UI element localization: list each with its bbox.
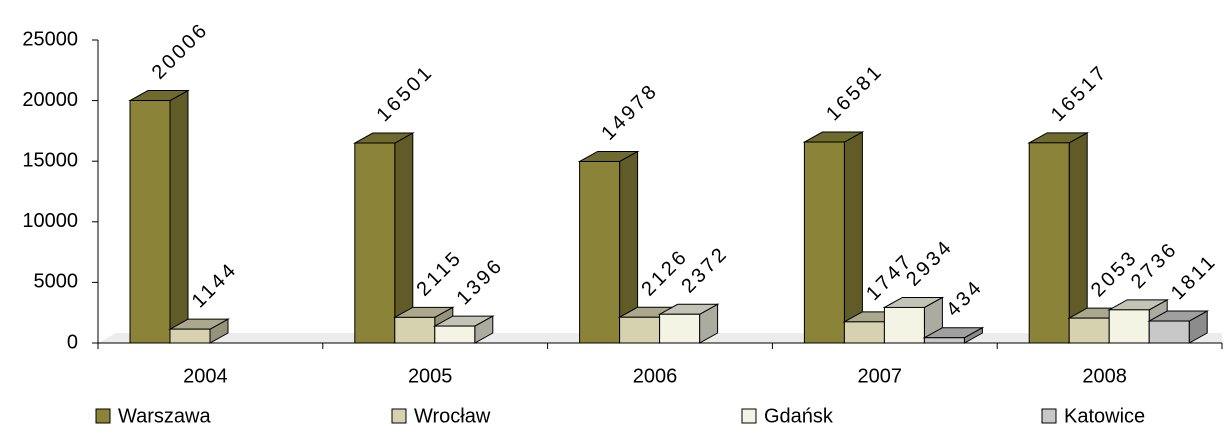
y-tick-label: 15000 xyxy=(22,149,78,171)
data-label: 16517 xyxy=(1047,61,1112,126)
data-label: 16581 xyxy=(822,60,887,125)
legend-label: Katowice xyxy=(1064,405,1145,427)
bar xyxy=(1108,309,1150,344)
data-label: 20006 xyxy=(148,18,213,83)
bar xyxy=(434,325,476,344)
bar xyxy=(394,316,436,344)
bar xyxy=(883,306,925,344)
bar xyxy=(1068,317,1110,344)
bar-side xyxy=(843,131,863,344)
x-tick-label: 2004 xyxy=(183,365,228,387)
legend-swatch xyxy=(95,408,111,424)
bar xyxy=(354,142,396,344)
bar xyxy=(1028,142,1070,344)
data-label: 2126 xyxy=(637,245,693,301)
legend-label: Warszawa xyxy=(118,405,211,427)
data-label: 16501 xyxy=(373,61,438,126)
bar-side xyxy=(169,89,189,344)
bar xyxy=(619,316,661,344)
x-tick-label: 2007 xyxy=(858,365,903,387)
bar xyxy=(923,337,965,344)
bar xyxy=(1148,320,1190,344)
x-tick-label: 2005 xyxy=(408,365,453,387)
bar xyxy=(579,160,621,344)
y-tick-label: 5000 xyxy=(34,271,79,293)
legend-label: Gdańsk xyxy=(764,405,834,427)
bar xyxy=(169,328,211,344)
y-tick-label: 0 xyxy=(67,331,78,353)
data-label: 14978 xyxy=(597,79,662,144)
x-tick-label: 2008 xyxy=(1082,365,1127,387)
bar xyxy=(659,313,701,344)
bar xyxy=(129,100,171,344)
legend-swatch xyxy=(391,408,407,424)
y-tick-label: 25000 xyxy=(22,28,78,50)
legend-swatch xyxy=(1041,408,1057,424)
legend-swatch xyxy=(741,408,757,424)
data-label: 2372 xyxy=(677,242,733,298)
data-label: 1144 xyxy=(188,258,242,312)
legend-label: Wrocław xyxy=(414,405,491,427)
data-label: 434 xyxy=(942,275,988,321)
bar xyxy=(803,141,845,344)
y-tick-label: 10000 xyxy=(22,210,78,232)
y-tick-label: 20000 xyxy=(22,89,78,111)
x-tick-label: 2006 xyxy=(633,365,678,387)
bar xyxy=(843,321,885,344)
